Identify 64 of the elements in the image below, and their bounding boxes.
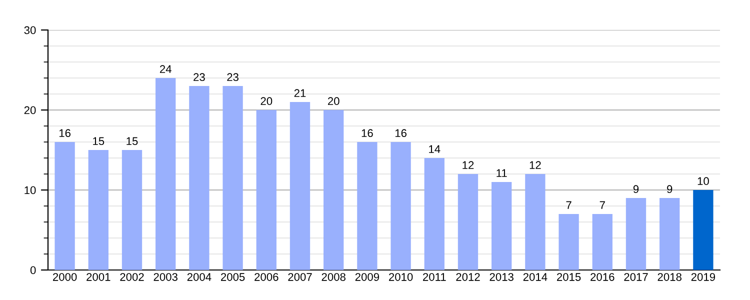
data-label: 20: [260, 97, 272, 106]
bar: [54, 142, 75, 270]
bar: [122, 150, 142, 270]
bar: [558, 214, 579, 270]
data-label: 24: [160, 65, 172, 73]
bar: [222, 86, 243, 270]
bar: [88, 150, 108, 270]
bar: [424, 158, 444, 270]
data-label: 15: [93, 137, 104, 146]
x-tick-label: 2006: [254, 273, 278, 281]
y-tick-label: 10: [24, 186, 36, 194]
x-tick-label: 2000: [53, 273, 77, 281]
data-label: 16: [59, 129, 70, 138]
x-tick-label: 2012: [456, 273, 480, 281]
data-label: 9: [633, 185, 639, 194]
bar: [189, 86, 210, 270]
bar: [626, 198, 646, 270]
x-tick-label: 2016: [590, 273, 614, 281]
data-label: 16: [395, 129, 406, 138]
bar: [525, 174, 546, 270]
x-tick-label: 2004: [187, 273, 212, 281]
bar: [324, 110, 344, 270]
x-tick-label: 2008: [322, 273, 346, 281]
bar: [390, 142, 411, 270]
x-tick-label: 2010: [389, 273, 413, 281]
x-tick-label: 2018: [658, 273, 682, 281]
bar: [256, 110, 276, 270]
bar: [290, 102, 310, 270]
x-tick-label: 2011: [423, 273, 446, 281]
x-tick-label: 2015: [557, 273, 581, 281]
x-tick-label: 2017: [624, 273, 648, 281]
x-tick-label: 2003: [154, 273, 178, 281]
y-tick-label: 0: [30, 266, 36, 274]
x-tick-label: 2013: [490, 273, 514, 281]
data-label: 15: [126, 137, 138, 146]
data-label: 7: [600, 201, 605, 209]
data-label: 14: [429, 145, 440, 153]
x-tick-label: 2019: [691, 273, 716, 281]
data-label: 23: [227, 73, 238, 82]
bar: [357, 142, 378, 270]
data-label: 11: [496, 169, 507, 177]
data-label: 20: [328, 97, 340, 106]
data-label: 12: [462, 161, 474, 169]
bar: [693, 190, 714, 270]
data-label: 10: [698, 177, 709, 186]
x-tick-label: 2014: [523, 273, 548, 281]
bar: [660, 198, 680, 270]
x-tick-label: 2005: [221, 273, 245, 281]
data-label: 23: [194, 73, 205, 82]
data-label: 16: [362, 129, 373, 138]
x-tick-label: 2007: [288, 273, 312, 281]
x-tick-label: 2001: [86, 273, 110, 281]
data-label: 12: [530, 161, 541, 169]
y-tick-label: 20: [24, 106, 36, 114]
bar: [592, 214, 612, 270]
x-tick-label: 2009: [355, 273, 380, 281]
data-label: 7: [566, 201, 572, 209]
bar: [492, 182, 512, 270]
bar: [156, 78, 176, 270]
data-label: 21: [294, 89, 306, 97]
x-tick-label: 2002: [120, 273, 144, 281]
data-label: 9: [667, 185, 672, 194]
y-tick-label: 30: [24, 26, 36, 34]
bar: [458, 174, 478, 270]
